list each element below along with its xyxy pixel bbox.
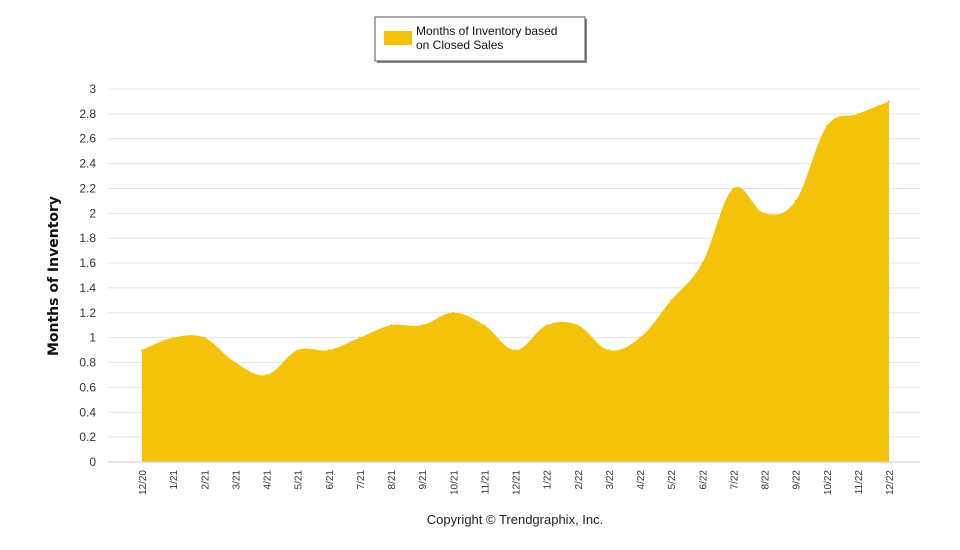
x-tick-label: 12/20 bbox=[138, 470, 149, 495]
data-point bbox=[825, 125, 828, 128]
data-point bbox=[576, 324, 579, 327]
x-tick-label: 7/21 bbox=[356, 470, 367, 490]
x-tick-label: 6/22 bbox=[698, 470, 709, 490]
data-point bbox=[639, 336, 641, 339]
series-area-fill bbox=[142, 101, 889, 462]
x-tick-label: 2/22 bbox=[574, 470, 585, 490]
data-point bbox=[888, 100, 890, 103]
y-tick-label: 2 bbox=[89, 206, 96, 220]
x-tick-label: 3/21 bbox=[231, 470, 242, 490]
y-tick-label: 0.8 bbox=[79, 356, 96, 370]
series-area bbox=[141, 100, 890, 462]
x-tick-label: 11/22 bbox=[854, 470, 865, 495]
data-point bbox=[265, 373, 268, 376]
y-tick-label: 1.4 bbox=[79, 281, 96, 295]
y-tick-label: 2.6 bbox=[79, 132, 96, 146]
data-point bbox=[856, 112, 859, 115]
x-tick-label: 7/22 bbox=[729, 470, 740, 490]
y-tick-label: 0.6 bbox=[79, 380, 96, 394]
data-point bbox=[514, 349, 517, 352]
y-tick-labels: 0 0.2 0.4 0.6 0.8 1 1.2 1.4 1.6 1.8 2 2.2 2.4 2.6 2.8 3 bbox=[79, 82, 96, 469]
x-tick-labels: 12/20 1/21 2/21 3/21 4/21 5/21 6/21 7/21 8/21 9/2… bbox=[138, 470, 896, 495]
x-tick-label: 5/22 bbox=[667, 470, 678, 490]
legend-label-line1: Months of Inventory based bbox=[416, 24, 557, 38]
y-tick-label: 2.8 bbox=[79, 107, 96, 121]
data-point bbox=[763, 212, 766, 215]
legend: Months of Inventory based on Closed Sale… bbox=[374, 16, 587, 63]
data-point bbox=[141, 349, 143, 352]
data-point bbox=[452, 311, 455, 314]
x-tick-label: 9/22 bbox=[792, 470, 803, 490]
x-tick-label: 12/22 bbox=[885, 470, 896, 495]
data-point bbox=[670, 299, 673, 302]
data-point bbox=[794, 199, 797, 202]
data-point bbox=[390, 324, 392, 327]
x-tick-label: 2/21 bbox=[200, 470, 211, 490]
y-tick-label: 2.4 bbox=[79, 157, 96, 171]
x-tick-label: 11/21 bbox=[480, 470, 491, 495]
y-axis-title: Months of Inventory bbox=[46, 196, 62, 356]
x-tick-label: 6/21 bbox=[325, 470, 336, 490]
y-tick-label: 1.2 bbox=[79, 306, 96, 320]
y-tick-label: 1 bbox=[89, 331, 96, 345]
x-tick-label: 1/21 bbox=[169, 470, 180, 490]
y-tick-label: 2.2 bbox=[79, 181, 96, 195]
data-point bbox=[732, 187, 735, 190]
copyright-footer: Copyright © Trendgraphix, Inc. bbox=[427, 512, 604, 527]
x-tick-label: 1/22 bbox=[543, 470, 554, 490]
x-tick-label: 8/22 bbox=[761, 470, 772, 490]
x-tick-label: 3/22 bbox=[605, 470, 616, 490]
data-point bbox=[483, 324, 486, 327]
x-tick-label: 4/21 bbox=[263, 470, 274, 490]
data-point bbox=[421, 324, 424, 327]
x-tick-label: 5/21 bbox=[294, 470, 305, 490]
x-tick-label: 8/21 bbox=[387, 470, 398, 490]
y-tick-label: 0 bbox=[89, 455, 96, 469]
data-point bbox=[296, 349, 299, 352]
y-tick-label: 0.2 bbox=[79, 430, 96, 444]
x-tick-label: 12/21 bbox=[512, 470, 523, 495]
legend-swatch bbox=[384, 31, 412, 45]
data-point bbox=[607, 349, 610, 352]
y-tick-label: 1.8 bbox=[79, 231, 96, 245]
data-point bbox=[327, 349, 330, 352]
x-tick-label: 9/21 bbox=[418, 470, 429, 490]
data-point bbox=[358, 336, 361, 339]
y-tick-label: 3 bbox=[89, 82, 96, 96]
data-point bbox=[701, 262, 704, 265]
data-point bbox=[203, 336, 206, 339]
y-tick-label: 1.6 bbox=[79, 256, 96, 270]
x-tick-label: 4/22 bbox=[636, 470, 647, 490]
y-tick-label: 0.4 bbox=[79, 405, 96, 419]
data-point bbox=[545, 324, 548, 327]
x-tick-label: 10/22 bbox=[823, 470, 834, 495]
data-point bbox=[172, 336, 175, 339]
legend-label-line2: on Closed Sales bbox=[416, 38, 503, 52]
x-tick-label: 10/21 bbox=[449, 470, 460, 495]
data-point bbox=[234, 361, 237, 364]
